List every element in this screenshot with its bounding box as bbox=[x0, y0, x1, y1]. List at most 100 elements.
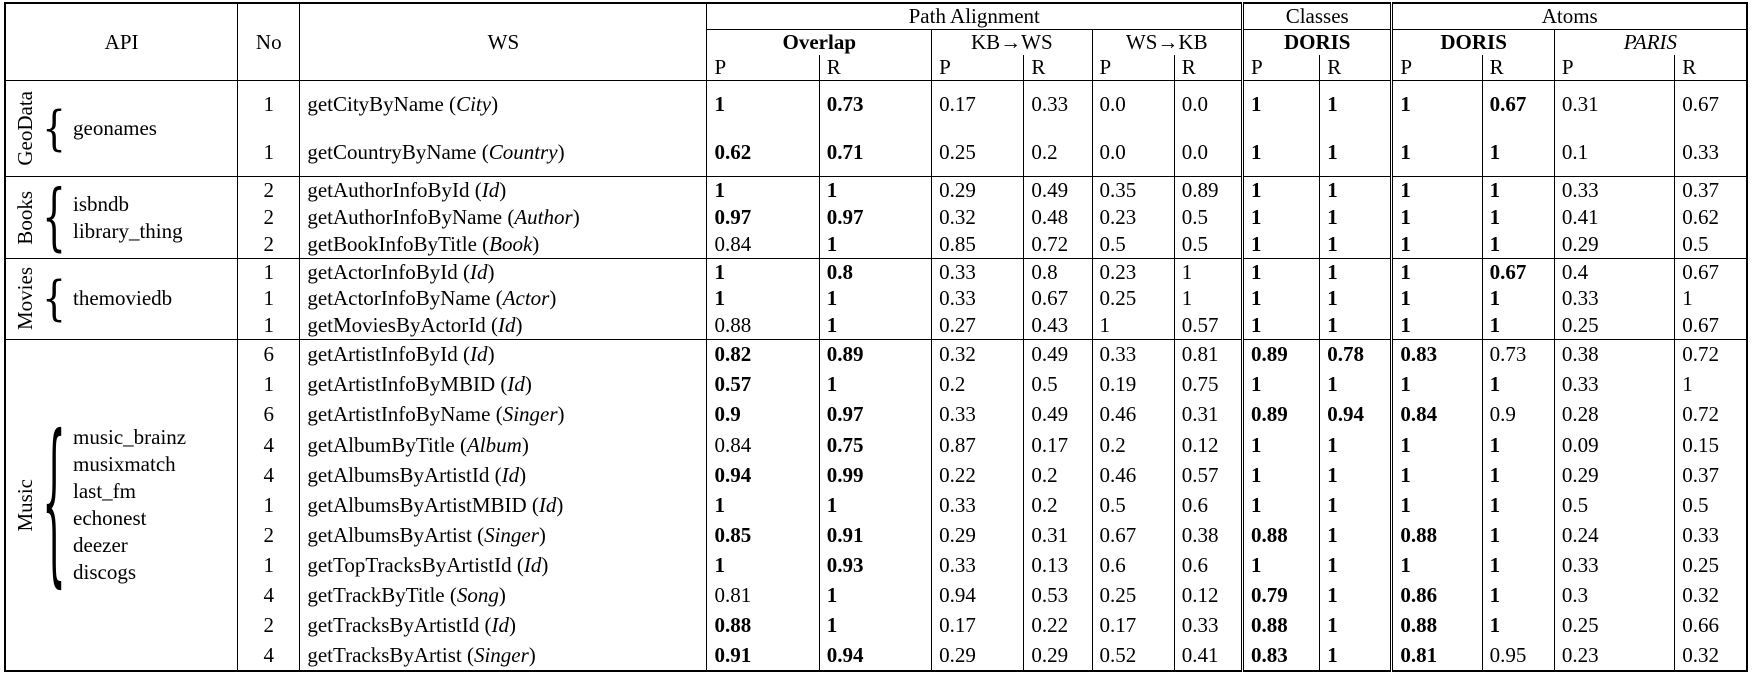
ws-arg: Id bbox=[507, 372, 525, 397]
value-cell: 0.33 bbox=[1553, 285, 1675, 313]
no-cell: 6 bbox=[237, 339, 300, 370]
value-cell: 0.22 bbox=[1023, 610, 1093, 641]
value-cell: 0.62 bbox=[1674, 204, 1747, 232]
api-list: themoviedb bbox=[73, 285, 172, 312]
col-p: P bbox=[931, 55, 1024, 81]
value-cell: 0.72 bbox=[1674, 399, 1747, 430]
ws-name-cell: getMoviesByActorId (Id) bbox=[299, 312, 707, 341]
value-cell: 0.33 bbox=[1173, 610, 1243, 641]
table-row: 2 getBookInfoByTitle (Book) 0.84 1 0.85 0.72 0… bbox=[5, 231, 1747, 259]
ws-name-cell: getTopTracksByArtistId (Id) bbox=[299, 550, 707, 581]
value-cell: 1 bbox=[1390, 429, 1483, 461]
value-cell: 0.88 bbox=[706, 610, 820, 641]
value-cell: 0.83 bbox=[1390, 339, 1483, 370]
value-cell: 1 bbox=[818, 369, 932, 400]
ws-arg: Singer bbox=[502, 402, 558, 427]
curly-brace-icon: { bbox=[42, 176, 66, 259]
api-group-cell: Books{isbndb library_thing bbox=[5, 176, 238, 259]
value-cell: 1 bbox=[1173, 285, 1243, 313]
value-cell: 0.25 bbox=[1091, 580, 1175, 611]
table-row: 2 getTracksByArtistId (Id) 0.88 1 0.17 0.22 0.… bbox=[5, 610, 1747, 641]
ws-arg: Actor bbox=[502, 286, 550, 311]
value-cell: 0.9 bbox=[1481, 399, 1555, 430]
value-cell: 0.29 bbox=[931, 176, 1024, 205]
value-cell: 1 bbox=[818, 231, 932, 259]
ws-arg: Id bbox=[523, 553, 542, 577]
value-cell: 1 bbox=[1319, 285, 1392, 313]
ws-arg: Singer bbox=[473, 642, 529, 667]
value-cell: 1 bbox=[1481, 231, 1555, 259]
value-cell: 1 bbox=[706, 176, 820, 205]
value-cell: 0.5 bbox=[1173, 204, 1243, 232]
ws-arg: Book bbox=[489, 231, 533, 256]
value-cell: 0.57 bbox=[1173, 460, 1243, 491]
value-cell: 0.67 bbox=[1481, 80, 1555, 129]
value-cell: 0.2 bbox=[1091, 429, 1175, 461]
value-cell: 0.33 bbox=[931, 285, 1024, 313]
col-p: P bbox=[1390, 55, 1483, 81]
table-body: GeoData{geonames 1 getCityByName (City) 1 0.… bbox=[5, 80, 1747, 672]
api-group: Music{music_brainz musixmatch last_fm echon… bbox=[13, 415, 230, 592]
no-cell: 1 bbox=[237, 128, 300, 178]
value-cell: 1 bbox=[1390, 550, 1483, 581]
value-cell: 1 bbox=[1390, 176, 1483, 205]
value-cell: 0.27 bbox=[931, 312, 1024, 341]
table-row: Books{isbndb library_thing 2 getAuthorInfoB… bbox=[5, 176, 1747, 259]
ws-arg: Song bbox=[456, 583, 499, 608]
api-group-cell: GeoData{geonames bbox=[5, 80, 238, 178]
value-cell: 1 bbox=[706, 550, 820, 581]
no-cell: 4 bbox=[237, 429, 300, 461]
value-cell: 0.88 bbox=[1390, 610, 1483, 641]
value-cell: 1 bbox=[1319, 610, 1392, 641]
value-cell: 0.33 bbox=[1674, 128, 1747, 178]
value-cell: 1 bbox=[1481, 128, 1555, 178]
value-cell: 0.5 bbox=[1674, 490, 1747, 521]
value-cell: 0.49 bbox=[1023, 399, 1093, 430]
value-cell: 0.46 bbox=[1091, 399, 1175, 430]
api-name: music_brainz bbox=[73, 425, 187, 450]
value-cell: 0.2 bbox=[931, 369, 1024, 400]
value-cell: 0.89 bbox=[818, 339, 932, 370]
api-list: geonames bbox=[73, 115, 157, 142]
value-cell: 0.2 bbox=[1023, 490, 1093, 521]
value-cell: 0.49 bbox=[1023, 176, 1093, 205]
value-cell: 1 bbox=[818, 490, 932, 521]
api-name: musixmatch bbox=[73, 452, 176, 477]
value-cell: 1 bbox=[706, 285, 820, 313]
value-cell: 1 bbox=[818, 610, 932, 641]
table-row: Movies{themoviedb 1 getActorInfoById (Id) 1… bbox=[5, 258, 1747, 341]
value-cell: 0.67 bbox=[1481, 258, 1555, 286]
api-group-cell: Movies{themoviedb bbox=[5, 258, 238, 341]
value-cell: 0.17 bbox=[931, 610, 1024, 641]
value-cell: 1 bbox=[1091, 312, 1175, 341]
ws-arg: Country bbox=[488, 140, 558, 165]
value-cell: 0.23 bbox=[1553, 640, 1675, 672]
api-name: library_thing bbox=[73, 218, 183, 243]
value-cell: 0.97 bbox=[706, 204, 820, 232]
api-name: deezer bbox=[73, 533, 128, 558]
value-cell: 1 bbox=[1319, 369, 1392, 400]
api-name: isbndb bbox=[73, 191, 130, 216]
value-cell: 0.67 bbox=[1091, 520, 1175, 551]
group-label: Music bbox=[13, 478, 37, 532]
value-cell: 0.53 bbox=[1023, 580, 1093, 611]
value-cell: 1 bbox=[1319, 429, 1392, 461]
value-cell: 0.94 bbox=[706, 460, 820, 491]
value-cell: 0.0 bbox=[1091, 80, 1175, 129]
value-cell: 0.38 bbox=[1553, 339, 1675, 370]
value-cell: 0.84 bbox=[706, 429, 820, 461]
ws-name-cell: getArtistInfoByMBID (Id) bbox=[299, 369, 707, 400]
value-cell: 0.25 bbox=[931, 128, 1024, 178]
col-sub-overlap: Overlap bbox=[706, 29, 932, 55]
table-row: 1 getAlbumsByArtistMBID (Id) 1 1 0.33 0.2 0.5 0… bbox=[5, 490, 1747, 521]
value-cell: 1 bbox=[1173, 258, 1243, 286]
table-row: 4 getTrackByTitle (Song) 0.81 1 0.94 0.53 0.25… bbox=[5, 580, 1747, 611]
no-cell: 1 bbox=[237, 490, 300, 521]
value-cell: 0.97 bbox=[818, 399, 932, 430]
col-sub-doris-atoms: DORIS bbox=[1390, 29, 1555, 55]
value-cell: 0.29 bbox=[1553, 231, 1675, 259]
value-cell: 1 bbox=[1674, 369, 1747, 400]
value-cell: 0.94 bbox=[931, 580, 1024, 611]
results-table: API No WS Path Alignment Classes Atoms O… bbox=[4, 2, 1748, 672]
